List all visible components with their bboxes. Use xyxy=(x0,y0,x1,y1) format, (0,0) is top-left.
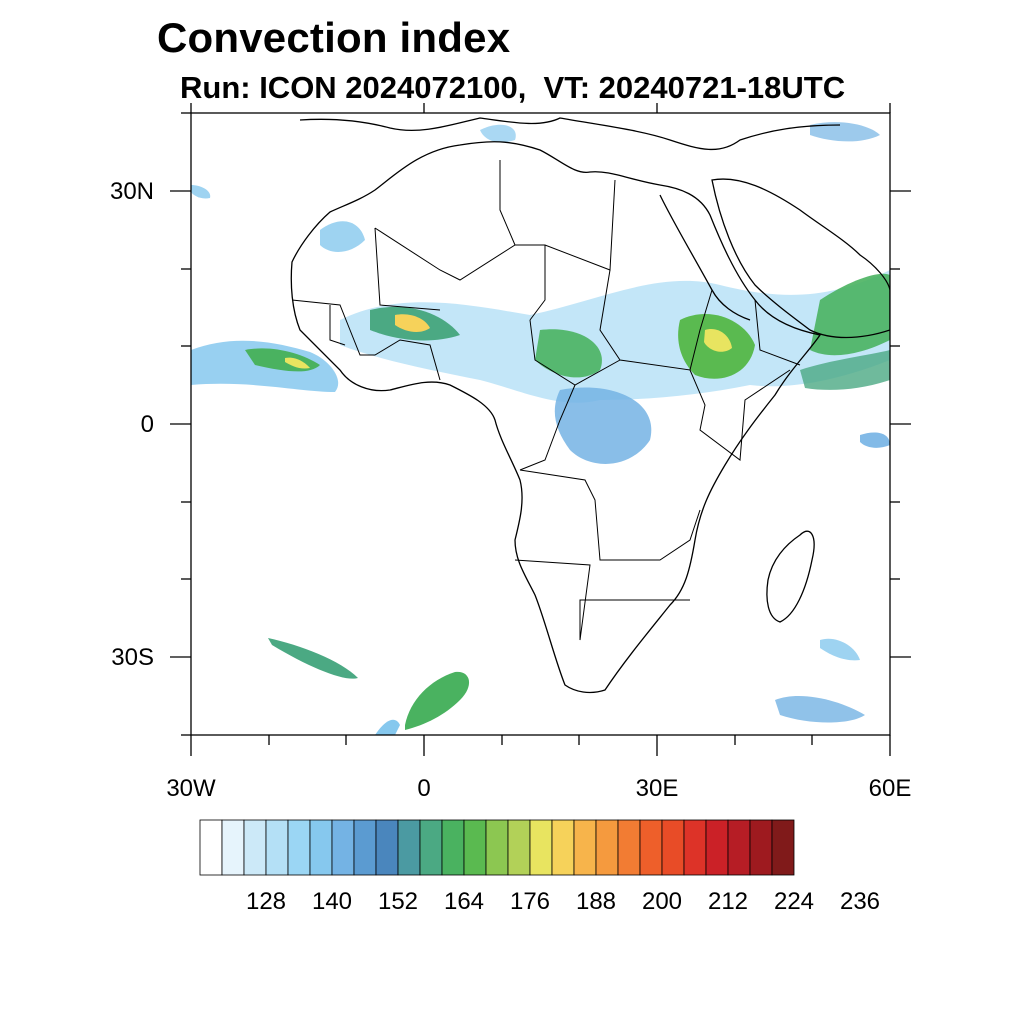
colorbar-swatch xyxy=(287,819,311,876)
colorbar-swatch xyxy=(771,819,795,876)
border-sahara-4 xyxy=(529,245,546,321)
border-horn xyxy=(754,299,801,366)
map-frame xyxy=(190,112,891,736)
convection-sahel-band xyxy=(340,270,890,403)
map-title: Convection index xyxy=(157,14,511,61)
colorbar-swatch xyxy=(639,819,663,876)
colorbar-swatch xyxy=(265,819,289,876)
border-congo xyxy=(519,384,576,471)
colorbar-swatch xyxy=(705,819,729,876)
lat-label-30s: 30S xyxy=(111,644,154,671)
border-west-africa xyxy=(291,299,441,381)
colorbar-label: 164 xyxy=(443,888,485,915)
border-sudan xyxy=(599,269,713,371)
lat-label-30n: 30N xyxy=(109,178,154,205)
country-borders xyxy=(291,160,801,641)
lon-label-30w: 30W xyxy=(166,775,216,802)
border-sahara-1 xyxy=(374,227,441,311)
colorbar-swatch xyxy=(727,819,751,876)
convection-morocco xyxy=(320,221,365,252)
border-south-1 xyxy=(519,469,701,561)
tick-marks xyxy=(170,103,911,756)
red-sea-west xyxy=(659,194,751,321)
colorbar-label: 128 xyxy=(245,888,287,915)
colorbar-swatch xyxy=(573,819,597,876)
convection-central-africa xyxy=(535,329,602,378)
colorbar-swatch xyxy=(331,819,355,876)
convection-indian-ocean xyxy=(800,350,890,390)
convection-south-atlantic-c xyxy=(375,719,400,735)
colorbar-swatch xyxy=(749,819,773,876)
colorbar-label: 152 xyxy=(377,888,419,915)
colorbar-swatch xyxy=(221,819,245,876)
colorbar-swatch xyxy=(485,819,509,876)
colorbar-swatch xyxy=(441,819,465,876)
colorbar-swatch xyxy=(617,819,641,876)
colorbar-swatch xyxy=(243,819,267,876)
colorbar-swatch xyxy=(375,819,399,876)
colorbar-swatch xyxy=(661,819,685,876)
convection-atlantic-hot xyxy=(285,357,310,369)
colorbar xyxy=(199,819,795,876)
colorbar-label: 200 xyxy=(641,888,683,915)
convection-congo xyxy=(554,387,652,464)
map-subtitle: Run: ICON 2024072100, VT: 20240721-18UTC xyxy=(180,70,846,105)
colorbar-swatch xyxy=(353,819,377,876)
convection-arabian-sea xyxy=(810,273,890,356)
convection-south-atlantic-b xyxy=(405,671,470,730)
convection-mediterranean xyxy=(480,124,516,143)
border-central xyxy=(529,319,621,386)
colorbar-swatch xyxy=(683,819,707,876)
convection-south-atlantic-a xyxy=(268,638,358,679)
europe-south xyxy=(299,117,841,151)
lon-label-30e: 30E xyxy=(635,775,679,802)
colorbar-swatch xyxy=(463,819,487,876)
colorbar-swatch xyxy=(595,819,619,876)
convection-madagascar-east xyxy=(820,638,860,661)
border-east xyxy=(689,369,791,461)
colorbar-label: 140 xyxy=(311,888,353,915)
africa-coastline xyxy=(290,141,822,694)
lon-label-60e: 60E xyxy=(868,775,912,802)
colorbar-swatch xyxy=(551,819,575,876)
convection-field xyxy=(191,122,890,735)
madagascar xyxy=(766,530,815,623)
lon-label-0: 0 xyxy=(417,775,431,802)
border-mali xyxy=(329,305,346,346)
convection-ethiopia-core xyxy=(704,329,732,352)
colorbar-swatch xyxy=(199,819,223,876)
border-sahara-3 xyxy=(499,160,516,246)
colorbar-swatch xyxy=(419,819,443,876)
border-south-2 xyxy=(514,559,690,641)
colorbar-swatch xyxy=(309,819,333,876)
colorbar-label: 212 xyxy=(707,888,749,915)
colorbar-label: 236 xyxy=(839,888,881,915)
convection-west-edge xyxy=(191,185,211,199)
convection-caspian xyxy=(810,122,880,142)
colorbar-label: 224 xyxy=(773,888,815,915)
lat-label-0: 0 xyxy=(140,411,154,438)
colorbar-swatch xyxy=(529,819,553,876)
convection-nigeria-core xyxy=(395,314,430,332)
colorbar-swatch xyxy=(507,819,531,876)
border-sahara-2 xyxy=(374,179,616,281)
convection-mozambique xyxy=(860,432,890,448)
convection-east-africa-south xyxy=(775,695,865,723)
colorbar-label: 176 xyxy=(509,888,551,915)
colorbar-label: 188 xyxy=(575,888,617,915)
colorbar-swatch xyxy=(397,819,421,876)
